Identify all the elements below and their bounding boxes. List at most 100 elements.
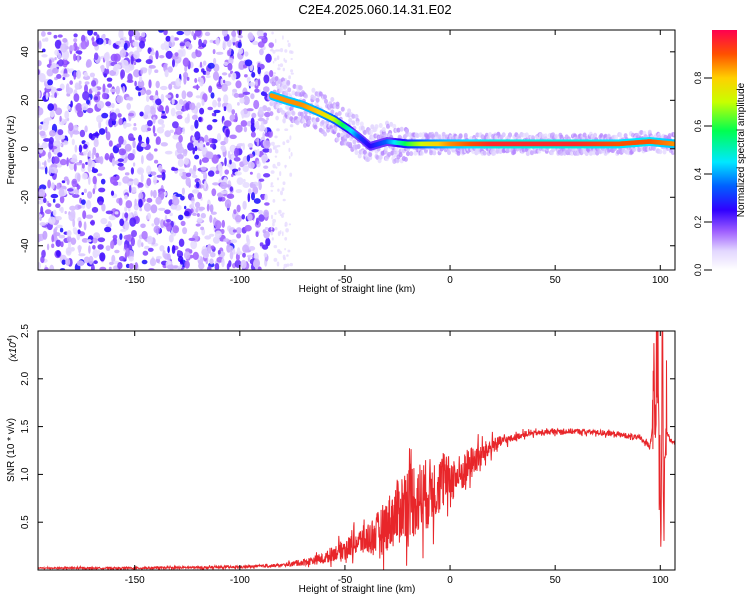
- ridge-halo: [652, 146, 656, 151]
- noise-speckle: [203, 39, 208, 45]
- noise-speckle: [241, 109, 245, 119]
- noise-speckle: [61, 138, 65, 143]
- x-tick-label: -50: [338, 275, 353, 286]
- noise-speckle: [73, 38, 78, 43]
- noise-speckle: [137, 79, 145, 89]
- noise-speckle: [124, 206, 128, 212]
- ridge-halo: [274, 76, 279, 82]
- noise-speckle: [211, 112, 216, 117]
- noise-speckle: [249, 171, 253, 175]
- noise-speckle: [271, 31, 274, 35]
- noise-speckle: [54, 57, 57, 61]
- noise-speckle: [146, 235, 153, 245]
- noise-speckle: [146, 94, 150, 102]
- svg-text:(x104): (x104): [7, 335, 19, 362]
- noise-speckle: [96, 115, 104, 123]
- ridge-halo: [347, 108, 352, 114]
- noise-speckle: [121, 59, 129, 69]
- noise-speckle: [85, 60, 91, 68]
- noise-speckle: [65, 258, 71, 266]
- noise-speckle: [50, 193, 59, 199]
- noise-speckle: [268, 148, 272, 154]
- noise-speckle: [145, 89, 152, 96]
- noise-speckle: [198, 76, 201, 82]
- noise-speckle: [54, 92, 57, 99]
- noise-speckle: [175, 126, 183, 135]
- noise-speckle: [276, 177, 280, 181]
- noise-speckle: [228, 57, 234, 65]
- noise-speckle: [183, 251, 191, 260]
- noise-speckle: [137, 239, 142, 248]
- noise-speckle: [124, 194, 128, 200]
- x-tick-label: 100: [652, 275, 669, 286]
- noise-speckle: [194, 154, 200, 160]
- noise-speckle: [77, 173, 81, 182]
- ridge-halo: [571, 147, 575, 153]
- ridge-halo: [582, 132, 587, 138]
- noise-speckle: [231, 37, 237, 43]
- noise-speckle: [166, 223, 172, 232]
- noise-speckle: [164, 69, 169, 78]
- noise-speckle: [130, 167, 134, 175]
- noise-speckle: [91, 206, 99, 213]
- noise-speckle: [161, 171, 166, 181]
- noise-speckle: [230, 145, 235, 153]
- ridge-halo: [458, 133, 463, 139]
- noise-speckle: [237, 41, 242, 49]
- noise-speckle: [74, 189, 80, 195]
- noise-speckle: [139, 207, 143, 212]
- noise-speckle: [39, 130, 46, 136]
- noise-speckle: [254, 79, 259, 86]
- ridge-halo: [346, 133, 351, 139]
- ridge-halo: [381, 127, 386, 132]
- noise-speckle: [38, 262, 41, 270]
- ridge-halo: [432, 150, 437, 156]
- noise-speckle: [217, 101, 221, 108]
- noise-speckle: [221, 30, 228, 37]
- noise-speckle: [83, 72, 89, 77]
- noise-speckle: [173, 37, 180, 41]
- noise-speckle: [200, 166, 207, 171]
- noise-speckle: [221, 72, 228, 76]
- noise-speckle: [207, 62, 215, 69]
- noise-speckle: [154, 159, 159, 164]
- ridge-halo: [323, 124, 327, 130]
- noise-speckle: [128, 256, 134, 262]
- noise-speckle: [257, 36, 265, 39]
- noise-speckle: [99, 266, 107, 270]
- noise-speckle: [57, 34, 63, 38]
- noise-speckle: [226, 49, 232, 57]
- snr-panel: -150 -100 -50 0 50 100 0.5 1.0 1.5 2.0 2.5 Height …: [6, 324, 676, 595]
- noise-speckle: [155, 50, 159, 60]
- noise-speckle: [274, 57, 277, 62]
- noise-speckle: [224, 199, 232, 209]
- noise-speckle: [111, 103, 115, 109]
- noise-speckle: [115, 85, 121, 95]
- noise-speckle: [56, 74, 62, 79]
- noise-speckle: [181, 90, 187, 100]
- noise-speckle: [140, 142, 147, 148]
- noise-speckle: [273, 257, 278, 262]
- noise-speckle: [133, 123, 137, 127]
- noise-speckle: [271, 237, 274, 241]
- noise-speckle: [191, 114, 198, 120]
- noise-speckle: [263, 165, 269, 169]
- noise-speckle: [289, 172, 293, 177]
- colorbar-ticks: 0.0 0.2 0.4 0.6 0.8: [693, 72, 712, 276]
- noise-speckle: [220, 141, 226, 146]
- ridge-halo: [405, 128, 409, 134]
- noise-speckle: [277, 188, 280, 192]
- noise-speckle: [172, 197, 180, 206]
- noise-speckle: [232, 248, 236, 255]
- ridge-halo: [269, 111, 274, 117]
- noise-speckle: [60, 241, 64, 248]
- ridge-halo: [337, 111, 342, 116]
- noise-speckle: [77, 245, 82, 251]
- noise-speckle: [262, 38, 268, 43]
- noise-speckle: [47, 157, 51, 163]
- noise-speckle: [284, 59, 288, 63]
- noise-speckle: [242, 244, 250, 253]
- noise-speckle: [214, 263, 220, 270]
- ridge-halo: [632, 147, 636, 153]
